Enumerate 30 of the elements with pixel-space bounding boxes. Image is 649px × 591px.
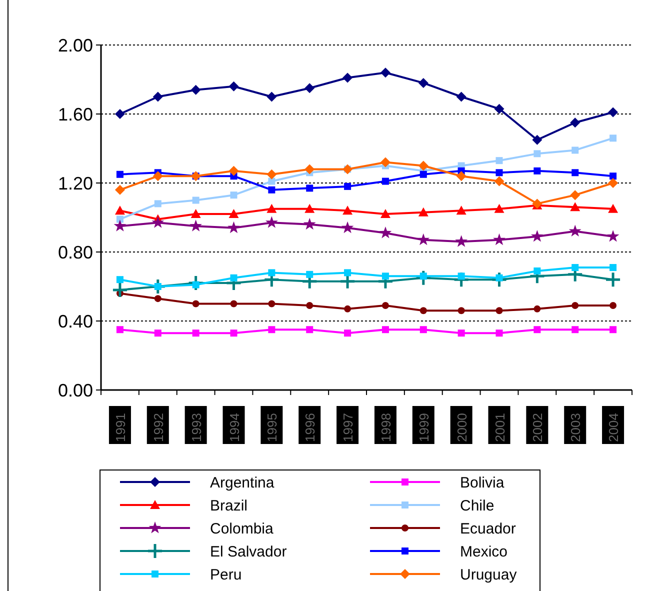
y-tick-label: 0.80 [58,242,93,262]
y-tick-label: 2.00 [58,35,93,56]
legend-label: Uruguay [460,566,518,584]
y-tick-label: 1.60 [58,104,93,124]
legend-label: Chile [460,497,494,514]
x-tick-label: 2003 [568,413,584,442]
legend-label: Argentina [210,474,275,492]
x-tick-label: 1998 [378,413,394,442]
x-tick-label: 1993 [188,413,204,442]
legend-label: El Salvador [210,543,287,560]
x-tick-label: 1996 [302,413,318,442]
legend-label: Ecuador [460,520,516,538]
x-tick-label: 2000 [454,413,470,442]
y-tick-label: 0.00 [58,380,93,400]
legend-label: Bolivia [460,474,505,492]
x-tick-label: 2001 [492,413,508,442]
legend-label: Brazil [210,497,248,514]
x-tick-label: 1991 [112,413,128,442]
x-tick-label: 1992 [150,413,166,442]
x-tick-label: 1994 [226,413,242,442]
x-tick-label: 1997 [340,413,356,442]
x-tick-label: 1995 [264,413,280,442]
legend-label: Peru [210,566,242,584]
x-tick-label: 2004 [606,413,622,442]
y-tick-label: 1.20 [58,173,93,194]
y-tick-label: 0.40 [58,311,93,332]
x-tick-label: 2002 [530,413,546,442]
legend-label: Colombia [210,520,274,538]
legend-label: Mexico [460,543,508,560]
x-tick-label: 1999 [416,413,432,442]
